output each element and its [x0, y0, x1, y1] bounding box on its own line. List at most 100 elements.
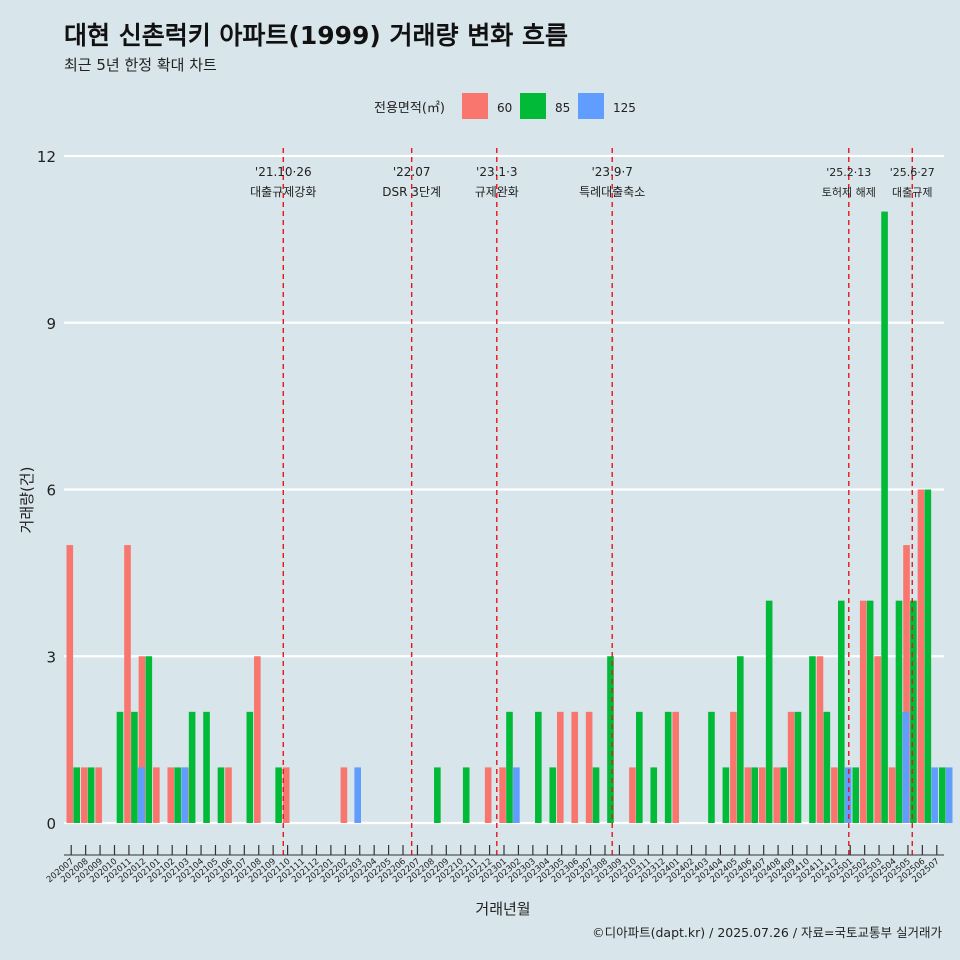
- bar-60-202009: [95, 767, 102, 823]
- bars-layer: [66, 211, 953, 824]
- chart-subtitle: 최근 5년 한정 확대 차트: [64, 56, 217, 74]
- bar-85-202307: [592, 767, 600, 823]
- bar-60-202307: [585, 711, 593, 823]
- bar-60-202407: [758, 767, 766, 823]
- bar-85-202008: [87, 767, 95, 823]
- bar-85-202505: [910, 600, 917, 823]
- bar-60-202212: [484, 767, 492, 823]
- bar-60-202505: [903, 545, 910, 823]
- event-date: '25.2·13: [826, 166, 871, 179]
- bar-60-202008: [80, 767, 88, 823]
- bar-60-202504: [888, 767, 896, 823]
- bar-85-202010: [116, 711, 124, 823]
- y-tick-label: 9: [46, 315, 56, 333]
- y-axis-label: 거래량(건): [18, 467, 36, 534]
- bar-85-202208: [434, 767, 441, 823]
- event-date: '23.1·3: [476, 165, 517, 179]
- legend-label-85: 85: [555, 101, 570, 115]
- events-layer: '21.10·26 대출규제강화 '22.07 DSR 3단계 '23.1·3 규제완화 '…: [250, 148, 935, 858]
- bar-85-202405: [737, 656, 744, 823]
- bar-85-202406: [751, 767, 759, 823]
- bar-85-202507: [938, 767, 946, 823]
- bar-60-202405: [730, 711, 737, 823]
- legend-swatch-125: [578, 93, 604, 119]
- bar-85-202301: [506, 711, 513, 823]
- bar-60-202412: [831, 767, 838, 823]
- bar-85-202210: [462, 767, 470, 823]
- bar-85-202304: [549, 767, 557, 823]
- bar-60-202108: [254, 656, 261, 823]
- bar-60-202106: [225, 767, 232, 823]
- bar-60-202411: [816, 656, 824, 823]
- bar-60-202101: [153, 767, 160, 823]
- bar-85-202506: [924, 489, 932, 823]
- bar-85-202409: [794, 711, 802, 823]
- legend-swatch-85: [520, 93, 546, 119]
- bar-85-202007: [73, 767, 80, 823]
- bar-85-202504: [895, 600, 903, 823]
- bar-85-202011: [131, 711, 138, 823]
- bar-85-202107: [246, 711, 254, 823]
- bar-60-202102: [167, 767, 175, 823]
- bar-85-202311: [650, 767, 658, 823]
- bar-85-202404: [722, 767, 730, 823]
- bar-85-202502: [866, 600, 874, 823]
- bar-85-202312: [664, 711, 672, 823]
- bar-85-202012: [145, 656, 153, 823]
- event-date: '22.07: [393, 165, 431, 179]
- bar-60-202408: [773, 767, 780, 823]
- event-label: 대출규제강화: [250, 185, 316, 199]
- bar-125-202102: [181, 767, 188, 823]
- legend: 전용면적(㎡) 60 85 125: [374, 93, 636, 119]
- bar-85-202407: [765, 600, 773, 823]
- event-date: '21.10·26: [255, 165, 312, 179]
- bar-85-202501: [852, 767, 860, 823]
- bar-85-202103: [188, 711, 196, 823]
- bar-60-202306: [571, 711, 579, 823]
- bar-60-202502: [859, 600, 867, 823]
- bar-85-202410: [809, 656, 816, 823]
- bar-125-202412: [844, 767, 852, 823]
- bar-60-202310: [629, 767, 636, 823]
- bar-60-202503: [874, 656, 881, 823]
- bar-85-202102: [174, 767, 181, 823]
- bar-60-202305: [556, 711, 564, 823]
- legend-label-125: 125: [613, 101, 636, 115]
- event-label: 특례대출축소: [579, 185, 645, 199]
- bar-60-202301: [499, 767, 506, 823]
- legend-title: 전용면적(㎡): [374, 101, 445, 116]
- legend-swatch-60: [462, 93, 488, 119]
- bar-85-202411: [823, 711, 831, 823]
- event-label: 대출규제: [892, 186, 932, 199]
- bar-60-202110: [282, 767, 290, 823]
- bar-125-202504: [902, 711, 910, 823]
- y-tick-label: 3: [46, 648, 56, 666]
- bar-125-202507: [945, 767, 953, 823]
- event-label: DSR 3단계: [382, 185, 441, 199]
- event-date: '25.6·27: [890, 166, 935, 179]
- bar-60-202012: [138, 656, 146, 823]
- bar-85-202408: [780, 767, 787, 823]
- bar-60-202202: [340, 767, 348, 823]
- bar-125-202011: [138, 767, 145, 823]
- event-date: '23.9·7: [591, 165, 632, 179]
- chart-title: 대현 신촌럭키 아파트(1999) 거래량 변화 흐름: [64, 21, 568, 50]
- bar-60-202506: [917, 489, 925, 823]
- legend-label-60: 60: [497, 101, 512, 115]
- y-tick-label: 6: [46, 482, 56, 500]
- x-axis-label: 거래년월: [475, 900, 530, 918]
- bar-85-202105: [217, 767, 225, 823]
- bar-60-202401: [672, 711, 680, 823]
- bar-85-202104: [203, 711, 210, 823]
- bar-85-202308: [607, 656, 614, 823]
- bar-125-202202: [354, 767, 361, 823]
- footer-credit: ©디아파트(dapt.kr) / 2025.07.26 / 자료=국토교통부 실…: [592, 925, 942, 940]
- bar-60-202406: [744, 767, 752, 823]
- bar-85-202310: [636, 711, 643, 823]
- bar-60-202007: [66, 545, 74, 823]
- bar-60-202011: [124, 545, 131, 823]
- event-label: 규제완화: [475, 185, 519, 199]
- bar-85-202403: [708, 711, 715, 823]
- bar-125-202506: [931, 767, 939, 823]
- bar-125-202301: [513, 767, 520, 823]
